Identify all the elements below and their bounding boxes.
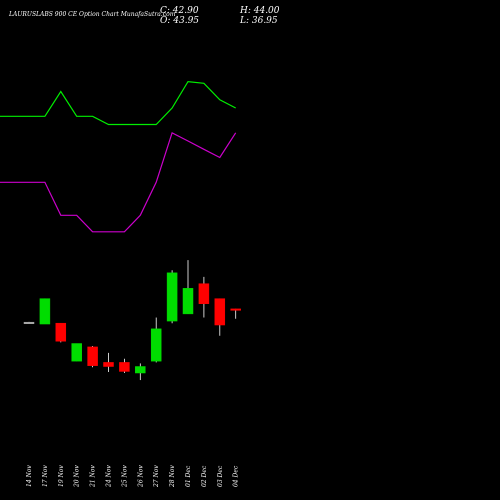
candle-body [214,298,226,326]
x-axis-ticks: 14 Nov 17 Nov 19 Nov 20 Nov 21 Nov 24 Nov 25 N… [26,465,240,488]
candle-27-nov [150,317,162,363]
candle-body [87,346,98,366]
x-tick-label: 28 Nov [169,465,176,488]
candle-01-dec [182,260,194,315]
candle-26-nov [135,363,146,381]
candle-body [182,288,194,315]
indicator-line-1 [0,80,236,126]
x-tick-label: 24 Nov [106,465,113,488]
x-tick-label: 21 Nov [90,465,97,488]
candle-02-dec [198,276,210,318]
x-tick-label: 25 Nov [121,465,128,488]
chart-title: LAURUSLABS 900 CE Option Chart MunafaSut… [9,11,176,18]
low-value: L: 36.95 [240,16,278,26]
candle-24-nov [103,352,114,373]
candle-04-dec [230,308,241,319]
x-tick-label: 03 Dec [217,465,224,487]
candle-17-nov [39,298,51,325]
indicator-lines [0,80,237,233]
candle-28-nov [166,270,178,324]
x-tick-label: 26 Nov [137,465,144,488]
candle-19-nov [55,322,67,343]
x-tick-label: 04 Dec [233,465,240,487]
candle-body [55,322,67,342]
candle-body [198,283,210,304]
x-tick-label: 17 Nov [42,465,49,487]
candles [23,260,241,381]
candle-body [39,298,51,325]
x-tick-label: 19 Nov [58,465,65,487]
x-tick-label: 02 Dec [201,465,208,487]
x-tick-label: 14 Nov [26,465,33,487]
candle-body [135,366,146,374]
candle-body [166,272,178,322]
high-value: H: 44.00 [240,6,280,16]
candle-body [230,308,241,311]
close-value: C: 42.90 [160,6,199,16]
indicator-line-2 [0,131,237,233]
candle-25-nov [119,358,130,374]
candle-body [150,328,162,362]
open-value: O: 43.95 [160,16,200,26]
candle-14-nov [23,321,35,324]
x-tick-label: 20 Nov [74,465,81,488]
candle-20-nov [71,343,82,362]
candle-body [71,343,82,362]
x-tick-label: 01 Dec [185,465,192,487]
candle-body [119,362,130,372]
candle-21-nov [87,346,98,368]
x-tick-label: 27 Nov [153,465,160,488]
candle-03-dec [214,298,226,336]
candle-body [103,362,114,367]
candle-body [23,321,35,324]
